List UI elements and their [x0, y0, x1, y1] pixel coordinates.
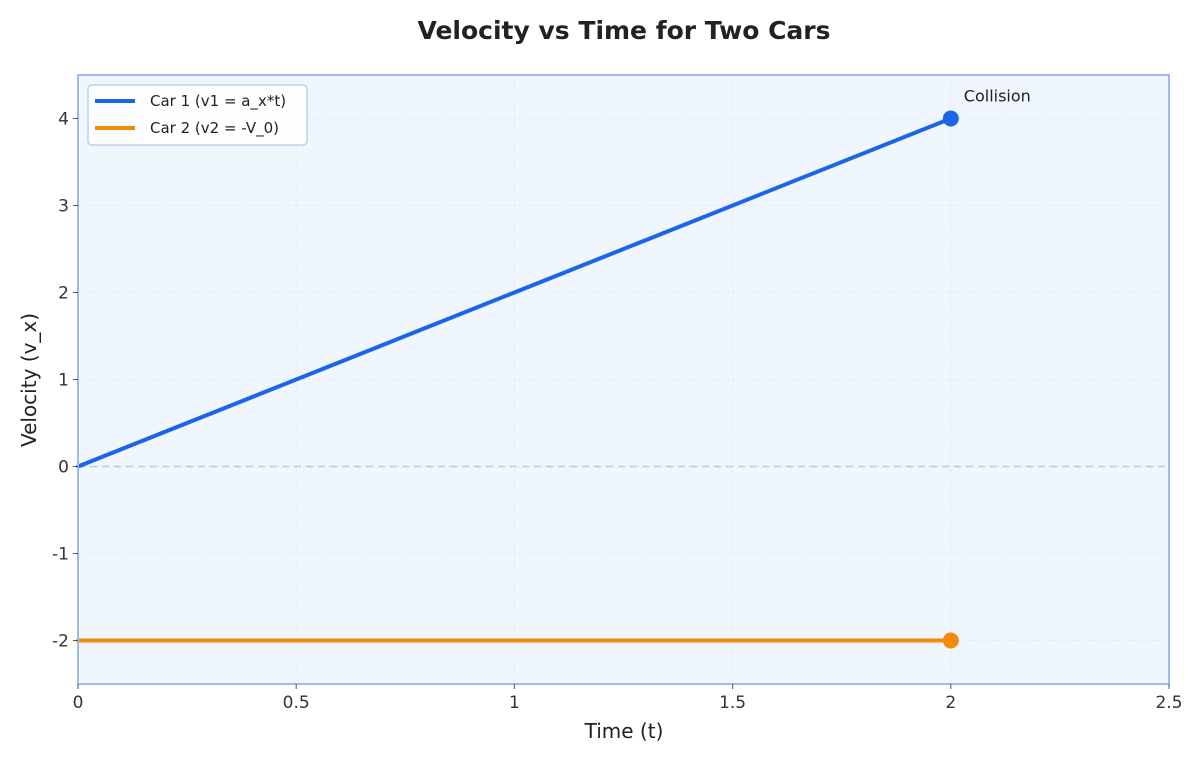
y-tick-label: 1 [58, 371, 69, 391]
collision-marker-car-1 [942, 110, 959, 127]
x-tick-label: 1.5 [719, 693, 746, 713]
x-axis-label: Time (t) [584, 719, 664, 743]
y-tick-label: -1 [52, 545, 69, 565]
y-axis-ticks: -2 -1 0 1 2 3 4 [52, 110, 78, 652]
series-layer [76, 116, 953, 643]
legend-box [87, 84, 308, 146]
y-tick-label: 0 [58, 458, 69, 478]
x-axis-ticks: 0 0.5 1 1.5 2 2.5 [73, 684, 1183, 713]
y-axis-label: Velocity (v_x) [17, 313, 41, 447]
legend: Car 1 (v1 = a_x*t) Car 2 (v2 = -V_0) [87, 84, 308, 146]
series-line-car-1 [76, 116, 953, 469]
legend-label-car-2: Car 2 (v2 = -V_0) [150, 119, 279, 138]
y-tick-label: 4 [58, 110, 69, 130]
y-tick-label: 2 [58, 284, 69, 304]
collision-annotation: Collision [964, 87, 1031, 106]
x-tick-label: 2.5 [1155, 693, 1182, 713]
collision-marker-car-2 [942, 632, 959, 649]
y-tick-label: -2 [52, 632, 69, 652]
x-tick-label: 2 [945, 693, 956, 713]
chart-title: Velocity vs Time for Two Cars [417, 16, 830, 45]
x-tick-label: 0 [73, 693, 84, 713]
y-tick-label: 3 [58, 197, 69, 217]
x-tick-label: 0.5 [283, 693, 310, 713]
marker-layer [942, 110, 959, 649]
legend-label-car-1: Car 1 (v1 = a_x*t) [150, 92, 286, 111]
x-tick-label: 1 [509, 693, 520, 713]
